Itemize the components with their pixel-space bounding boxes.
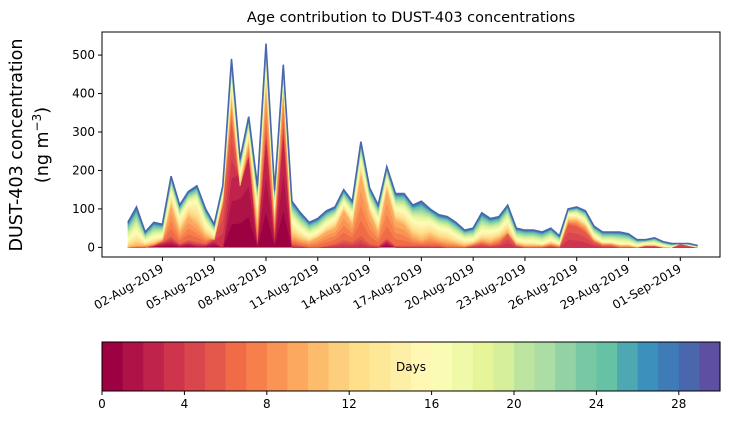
colorbar-cell: [163, 342, 185, 391]
chart-title: Age contribution to DUST-403 concentrati…: [247, 10, 575, 26]
colorbar-cell: [369, 342, 391, 391]
colorbar-tick-label: 8: [263, 397, 271, 411]
y-tick-label: 0: [87, 240, 95, 254]
y-tick-label: 100: [72, 202, 95, 216]
x-axis-ticks: 02-Aug-201905-Aug-201908-Aug-201911-Aug-…: [92, 257, 684, 312]
plot-area: 0 100 200 300 400 500 02-Aug-201905-Aug-20190…: [72, 31, 721, 312]
y-axis-label-line2: (ng m−3): [30, 107, 53, 183]
colorbar-cell: [452, 342, 474, 391]
colorbar-cell: [390, 342, 412, 391]
colorbar-cells: [102, 342, 721, 391]
plot-frame: [101, 31, 721, 258]
colorbar-cell: [555, 342, 577, 391]
colorbar-cell: [266, 342, 288, 391]
colorbar-frame: [101, 341, 721, 392]
colorbar-label: Days: [396, 360, 426, 374]
colorbar-tick-label: 4: [181, 397, 189, 411]
colorbar-cell: [122, 342, 144, 391]
colorbar-cell: [328, 342, 350, 391]
y-axis-label-line1: DUST-403 concentration: [7, 39, 27, 252]
colorbar-ticks: 0 4 8 12 16 20 24 28: [98, 391, 686, 411]
colorbar-tick-label: 16: [424, 397, 439, 411]
y-tick-label: 500: [72, 48, 95, 62]
colorbar-cell: [699, 342, 721, 391]
colorbar-cell: [431, 342, 453, 391]
colorbar-tick-label: 24: [589, 397, 604, 411]
colorbar-cell: [143, 342, 165, 391]
colorbar-cell: [514, 342, 536, 391]
colorbar-cell: [575, 342, 597, 391]
y-axis-unit: (ng m−3): [30, 107, 53, 183]
colorbar-cell: [349, 342, 371, 391]
colorbar-cell: [658, 342, 680, 391]
y-unit-base: (ng m: [33, 131, 53, 183]
stacked-areas: [127, 43, 698, 248]
age-band-17: [127, 63, 698, 248]
y-axis-label: DUST-403 concentration: [7, 39, 27, 252]
colorbar-cell: [678, 342, 700, 391]
colorbar-cell: [617, 342, 639, 391]
colorbar-cell: [596, 342, 618, 391]
colorbar-cell: [472, 342, 494, 391]
colorbar-cell: [534, 342, 556, 391]
y-tick-label: 400: [72, 87, 95, 101]
colorbar-cell: [287, 342, 309, 391]
colorbar-tick-label: 20: [506, 397, 521, 411]
y-tick-label: 200: [72, 163, 95, 177]
colorbar-cell: [184, 342, 206, 391]
colorbar-tick-label: 0: [98, 397, 106, 411]
colorbar-tick-label: 12: [342, 397, 357, 411]
total-outline: [127, 43, 698, 247]
y-unit-exponent: −3: [30, 114, 44, 132]
colorbar-cell: [308, 342, 330, 391]
y-tick-label: 300: [72, 125, 95, 139]
colorbar-cell: [411, 342, 433, 391]
colorbar-cell: [225, 342, 247, 391]
colorbar-cell: [493, 342, 515, 391]
y-axis-ticks: 0 100 200 300 400 500: [72, 48, 102, 254]
colorbar-tick-label: 28: [671, 397, 686, 411]
colorbar-cell: [637, 342, 659, 391]
y-unit-close: ): [33, 107, 53, 114]
colorbar: Days 0 4 8 12 16 20 24 28: [98, 341, 721, 411]
colorbar-cell: [205, 342, 227, 391]
colorbar-cell: [102, 342, 124, 391]
colorbar-cell: [246, 342, 268, 391]
